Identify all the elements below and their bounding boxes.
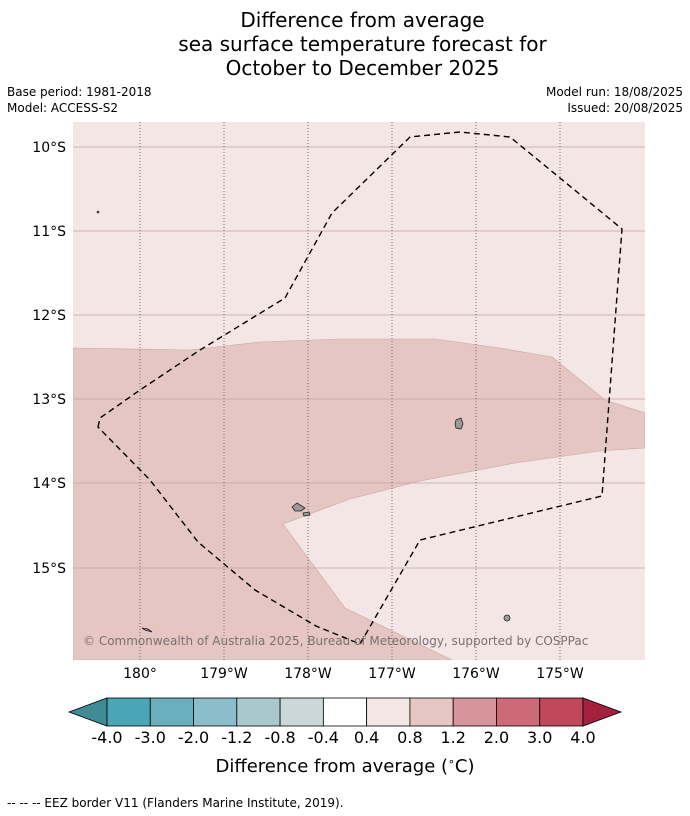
title-line-3: October to December 2025 xyxy=(225,56,500,80)
colorbar-tick-label: 0.8 xyxy=(397,728,422,747)
colorbar-segment xyxy=(193,697,238,727)
meta-left: Base period: 1981-2018 Model: ACCESS-S2 xyxy=(7,84,152,116)
colorbar-tick-label: -2.0 xyxy=(178,728,209,747)
lon-label: 180° xyxy=(123,666,157,682)
title-line-2: sea surface temperature forecast for xyxy=(178,32,547,56)
chart-title: Difference from average sea surface temp… xyxy=(0,8,690,80)
colorbar-tick-label: 0.4 xyxy=(354,728,379,747)
latitude-labels: 10°S 11°S 12°S 13°S 14°S 15°S xyxy=(32,140,66,577)
colorbar-tick-label: 2.0 xyxy=(484,728,509,747)
title-line-1: Difference from average xyxy=(240,8,485,32)
lat-label: 12°S xyxy=(32,308,66,324)
colorbar-segment xyxy=(106,697,151,727)
colorbar-segment xyxy=(322,697,368,727)
colorbar-tick-label: 4.0 xyxy=(570,728,595,747)
longitude-labels: 180° 179°W 178°W 177°W 176°W 175°W xyxy=(123,666,584,682)
colorbar-tick-label: -4.0 xyxy=(91,728,122,747)
lon-label: 177°W xyxy=(368,666,416,682)
colorbar-segment xyxy=(539,697,584,727)
map-plot-area: © Commonwealth of Australia 2025, Bureau… xyxy=(73,122,645,660)
island-alofi xyxy=(302,511,311,517)
colorbar-extension-low xyxy=(67,697,108,727)
lon-label: 175°W xyxy=(536,666,584,682)
colorbar-tick-label: -3.0 xyxy=(135,728,166,747)
anomaly-region-moderate xyxy=(73,338,645,660)
lon-label: 178°W xyxy=(284,666,332,682)
latitude-gridlines xyxy=(73,146,645,569)
colorbar-segment xyxy=(366,697,411,727)
model-name: Model: ACCESS-S2 xyxy=(7,101,119,115)
island-wallis xyxy=(454,417,464,430)
islet-northwest xyxy=(96,210,100,214)
copyright-notice: © Commonwealth of Australia 2025, Bureau… xyxy=(83,634,588,648)
colorbar-segment xyxy=(149,697,194,727)
map-figure: © Commonwealth of Australia 2025, Bureau… xyxy=(32,122,645,777)
colorbar-segment xyxy=(452,697,497,727)
lat-label: 11°S xyxy=(32,224,66,240)
colorbar-extension-high xyxy=(582,697,623,727)
colorbar-tick-label: -0.4 xyxy=(308,728,339,747)
base-period: Base period: 1981-2018 xyxy=(7,85,152,99)
lat-label: 15°S xyxy=(32,561,66,577)
issued-date: Issued: 20/08/2025 xyxy=(567,101,683,115)
land-masses xyxy=(96,210,511,633)
eez-legend: -- -- -- EEZ border V11 (Flanders Marine… xyxy=(7,796,344,810)
colorbar-segment xyxy=(236,697,281,727)
colorbar-segment xyxy=(279,697,324,727)
lat-label: 14°S xyxy=(32,476,66,492)
island-southwest xyxy=(141,627,153,633)
lon-label: 179°W xyxy=(200,666,248,682)
island-futuna xyxy=(291,502,306,512)
colorbar-tick-labels: -4.0 -3.0 -2.0 -1.2 -0.8 -0.4 0.4 0.8 1.2 2.0 3.0 4… xyxy=(91,728,595,747)
model-run: Model run: 18/08/2025 xyxy=(545,85,683,99)
colorbar xyxy=(67,697,623,727)
lat-label: 13°S xyxy=(32,392,66,408)
island-southeast xyxy=(503,614,511,622)
colorbar-label: Difference from average (∘C) xyxy=(215,755,474,777)
eez-border xyxy=(97,131,623,645)
colorbar-tick-label: -1.2 xyxy=(221,728,252,747)
colorbar-tick-label: 3.0 xyxy=(527,728,552,747)
meta-right: Model run: 18/08/2025 Issued: 20/08/2025 xyxy=(546,84,683,116)
colorbar-segment xyxy=(496,697,541,727)
colorbar-tick-label: 1.2 xyxy=(440,728,465,747)
lat-label: 10°S xyxy=(32,140,66,156)
colorbar-tick-label: -0.8 xyxy=(264,728,295,747)
lon-label: 176°W xyxy=(452,666,500,682)
colorbar-segment xyxy=(409,697,454,727)
